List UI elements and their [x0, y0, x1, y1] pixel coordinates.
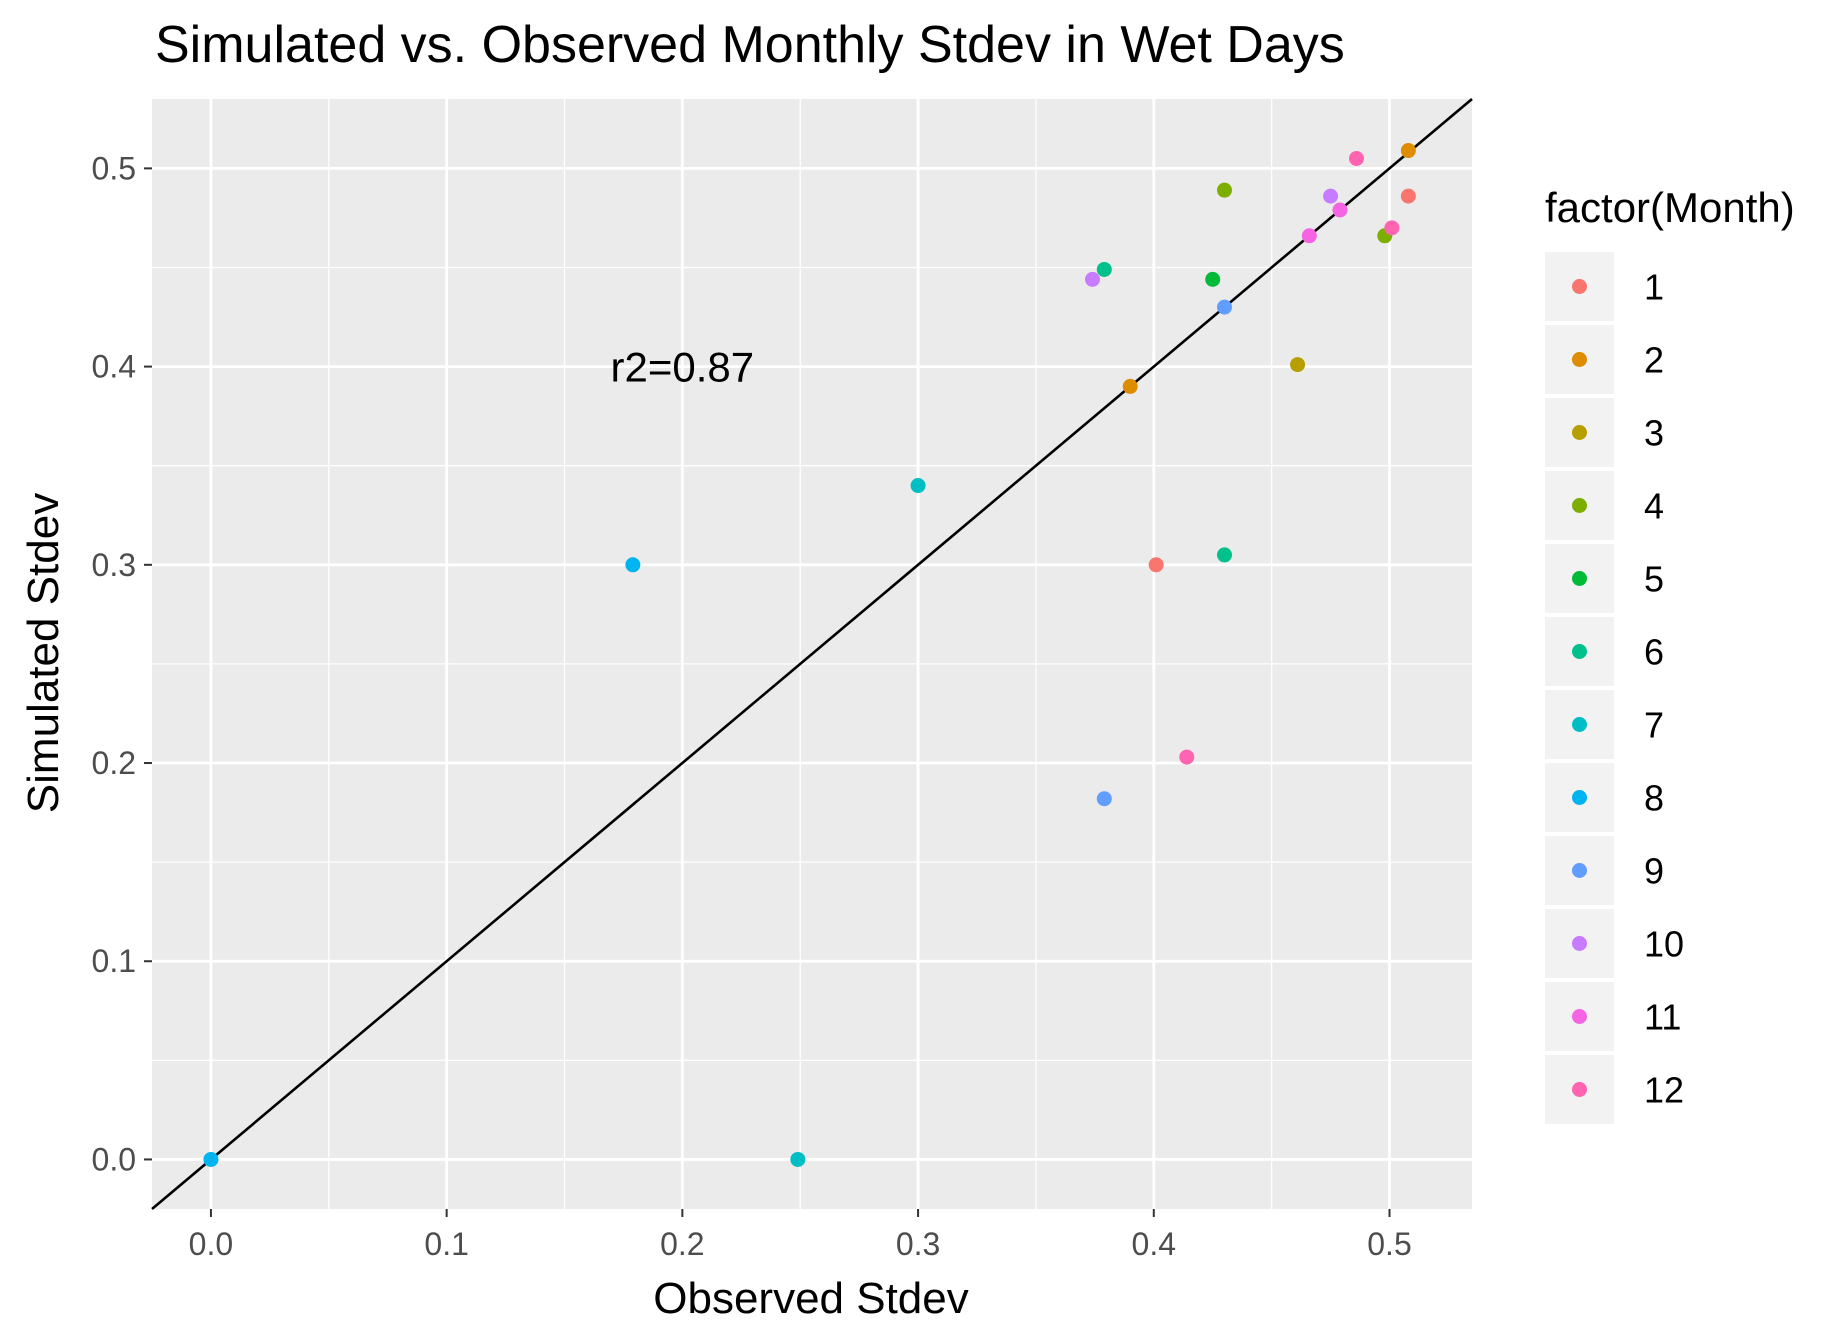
data-point-month-10: [1085, 271, 1100, 287]
y-tick-label: 0.3: [92, 547, 136, 583]
x-axis-title: Observed Stdev: [653, 1274, 969, 1323]
legend-label-month-7: 7: [1644, 705, 1664, 746]
y-tick-label: 0.1: [92, 943, 136, 979]
data-point-month-12: [1349, 150, 1364, 166]
legend-label-month-6: 6: [1644, 632, 1664, 673]
data-point-month-12: [1384, 220, 1400, 236]
data-point-month-1: [1148, 557, 1164, 573]
x-tick-label: 0.0: [189, 1226, 233, 1262]
legend-label-month-2: 2: [1644, 340, 1664, 381]
y-tick-label: 0.5: [92, 150, 136, 186]
identity-reference-line: [151, 98, 1473, 1210]
data-point-month-11: [1301, 228, 1317, 244]
x-tick-label: 0.4: [1132, 1226, 1176, 1262]
legend-swatch-month-8: [1572, 790, 1587, 805]
data-point-month-12: [1179, 749, 1195, 765]
legend-title: factor(Month): [1545, 184, 1795, 231]
legend-label-month-5: 5: [1644, 559, 1664, 600]
minor-gridlines: [152, 99, 1472, 1209]
data-point-month-5: [1205, 271, 1221, 287]
legend-label-month-10: 10: [1644, 924, 1684, 965]
x-axis-ticks: 0.0 0.1 0.2 0.3 0.4 0.5: [189, 1209, 1412, 1262]
legend-label-month-1: 1: [1644, 267, 1664, 308]
x-tick-label: 0.2: [660, 1226, 704, 1262]
data-point-month-2: [1400, 143, 1416, 159]
data-point-month-9: [1217, 299, 1232, 315]
legend-swatch-month-6: [1572, 644, 1587, 659]
plot-panel: r2=0.87: [151, 98, 1473, 1210]
chart-title: Simulated vs. Observed Monthly Stdev in …: [155, 16, 1345, 74]
legend-label-month-8: 8: [1644, 778, 1664, 819]
legend-swatch-month-9: [1572, 863, 1587, 878]
data-point-month-2: [1122, 378, 1138, 394]
legend-swatch-month-11: [1572, 1009, 1587, 1024]
x-tick-label: 0.1: [424, 1226, 468, 1262]
legend-swatch-month-10: [1572, 936, 1587, 951]
x-tick-label: 0.3: [896, 1226, 940, 1262]
data-point-month-8: [625, 557, 641, 573]
legend-swatch-month-4: [1572, 498, 1587, 513]
y-axis-title: Simulated Stdev: [19, 493, 68, 813]
r2-annotation: r2=0.87: [611, 344, 755, 391]
legend-swatch-month-1: [1572, 279, 1587, 294]
data-point-month-4: [1217, 182, 1232, 198]
legend-label-month-3: 3: [1644, 413, 1664, 454]
data-points: [203, 143, 1416, 1167]
y-tick-label: 0.2: [92, 745, 136, 781]
x-tick-label: 0.5: [1367, 1226, 1411, 1262]
data-point-month-6: [1096, 261, 1112, 277]
data-point-month-3: [1290, 357, 1306, 373]
legend-swatch-month-12: [1572, 1082, 1587, 1097]
legend-swatch-month-2: [1572, 352, 1587, 367]
y-tick-label: 0.4: [92, 349, 136, 385]
major-gridlines: [152, 99, 1472, 1209]
legend-swatch-month-5: [1572, 571, 1587, 586]
data-point-month-10: [1323, 188, 1339, 204]
data-point-month-1: [1400, 188, 1416, 204]
legend-swatch-month-3: [1572, 425, 1587, 440]
legend-label-month-11: 11: [1644, 997, 1681, 1038]
y-axis-ticks: 0.0 0.1 0.2 0.3 0.4 0.5: [92, 150, 152, 1177]
data-point-month-8: [203, 1151, 219, 1167]
data-point-month-7: [790, 1151, 806, 1167]
y-tick-label: 0.0: [92, 1141, 136, 1177]
data-point-month-9: [1096, 791, 1112, 807]
data-point-month-7: [910, 478, 926, 494]
data-point-month-11: [1332, 202, 1348, 218]
legend-label-month-4: 4: [1644, 486, 1664, 527]
data-point-month-6: [1217, 547, 1232, 563]
legend-swatch-month-7: [1572, 717, 1587, 732]
legend-label-month-9: 9: [1644, 851, 1664, 892]
legend-label-month-12: 12: [1644, 1070, 1684, 1111]
